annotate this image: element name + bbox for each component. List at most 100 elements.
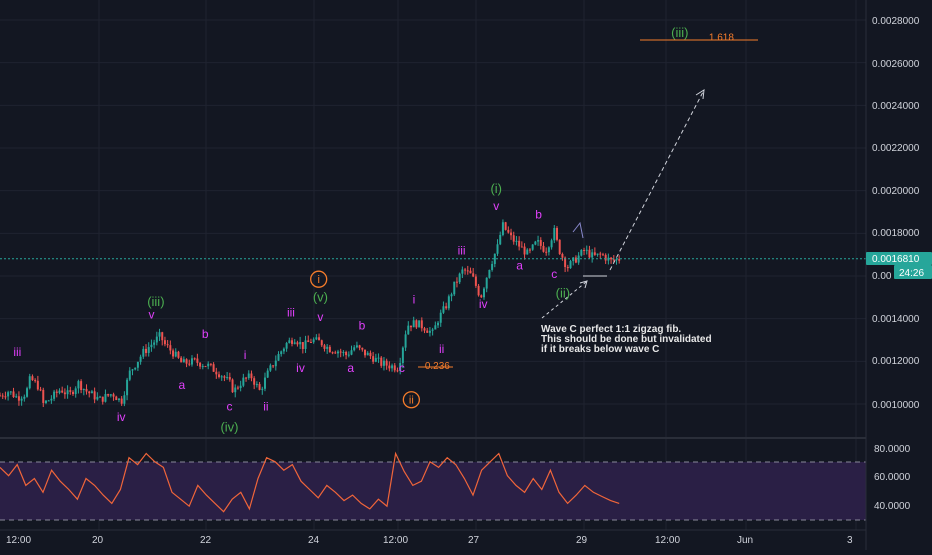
candle-body (350, 350, 353, 355)
circled-label-text: i (317, 274, 319, 286)
candle-body (420, 320, 423, 329)
candle-body (250, 373, 253, 379)
candle-body (585, 249, 588, 251)
candle-body (242, 377, 245, 386)
candle-body (128, 370, 131, 380)
candle-body (583, 249, 586, 251)
candle-body (526, 249, 529, 255)
wave-label: a (347, 361, 354, 375)
candle-body (493, 253, 496, 264)
candle-body (539, 240, 542, 246)
candle-body (588, 249, 591, 258)
candle-body (42, 389, 45, 403)
candle-body (9, 391, 12, 393)
price-tick: 0.00 (872, 271, 892, 282)
candle-body (556, 227, 559, 240)
time-tick: 20 (92, 535, 104, 546)
candle-body (182, 359, 185, 363)
wave-label: v (149, 308, 155, 322)
candlestick-series (0, 219, 621, 408)
candle-body (172, 350, 175, 357)
candle-body (426, 330, 429, 333)
wave-label: iv (117, 410, 126, 424)
candle-body (528, 249, 531, 251)
wave-label: c (399, 361, 405, 375)
candle-body (234, 387, 237, 393)
countdown-value: 24:26 (899, 268, 924, 279)
wave-label: b (202, 327, 209, 341)
candle-body (428, 330, 431, 333)
wave-label: ii (263, 399, 268, 413)
candle-body (301, 342, 304, 349)
candle-body (20, 398, 23, 401)
candle-body (212, 364, 215, 372)
candle-body (574, 257, 577, 263)
candle-body (334, 352, 337, 354)
candle-body (423, 328, 426, 331)
time-axis-ticks[interactable]: 12:00 20 22 24 12:00 27 29 12:00 Jun 3 (6, 535, 853, 546)
rsi-axis-ticks: 80.0000 60.0000 40.0000 (874, 444, 911, 512)
candle-body (482, 288, 485, 298)
candle-body (461, 269, 464, 274)
candle-body (504, 222, 507, 230)
candle-body (166, 344, 169, 346)
rsi-tick: 60.0000 (874, 472, 911, 483)
candle-body (174, 351, 177, 357)
candle-body (393, 365, 396, 371)
candle-body (512, 235, 515, 242)
candle-body (431, 329, 434, 331)
projection-arrow[interactable] (609, 91, 704, 271)
candle-body (226, 377, 229, 379)
candle-body (153, 342, 156, 345)
candle-body (599, 253, 602, 255)
candle-body (209, 363, 212, 365)
candle-body (593, 252, 596, 255)
candle-body (382, 360, 385, 366)
candle-body (169, 345, 172, 351)
wave-label: (iii) (671, 25, 688, 40)
candle-body (491, 263, 494, 270)
candle-body (318, 337, 321, 341)
candle-body (374, 357, 377, 362)
candle-body (342, 351, 345, 353)
candle-body (126, 379, 129, 396)
candle-body (101, 396, 104, 402)
wave-label: (v) (313, 290, 328, 305)
wave-label: i (244, 348, 247, 362)
candle-body (401, 347, 404, 364)
candle-body (274, 360, 277, 367)
candle-body (534, 241, 537, 245)
candle-body (515, 240, 518, 242)
candle-body (510, 232, 513, 236)
candle-body (185, 359, 188, 364)
candle-body (26, 388, 29, 397)
candle-body (39, 389, 42, 391)
candle-body (409, 325, 412, 328)
candle-body (123, 395, 126, 404)
candle-body (399, 363, 402, 372)
candle-body (255, 384, 258, 386)
candle-body (445, 306, 448, 309)
candle-body (207, 363, 210, 367)
candle-body (163, 340, 166, 345)
candle-body (258, 384, 261, 390)
candle-body (320, 340, 323, 346)
candle-body (561, 253, 564, 258)
candle-body (31, 376, 34, 381)
candle-body (199, 362, 202, 367)
projection-arrow-head (695, 89, 705, 100)
candle-body (464, 269, 467, 271)
candle-body (236, 387, 239, 389)
rsi-band (0, 462, 866, 520)
candle-body (347, 354, 350, 356)
candle-body (369, 352, 372, 357)
candle-body (50, 398, 53, 401)
candle-body (220, 376, 223, 378)
candle-body (418, 320, 421, 328)
price-axis-ticks: 0.0028000 0.0026000 0.0024000 0.0022000 … (872, 16, 920, 411)
candle-body (239, 385, 242, 389)
candle-body (269, 365, 272, 371)
candle-body (455, 281, 458, 283)
candle-body (107, 394, 110, 396)
